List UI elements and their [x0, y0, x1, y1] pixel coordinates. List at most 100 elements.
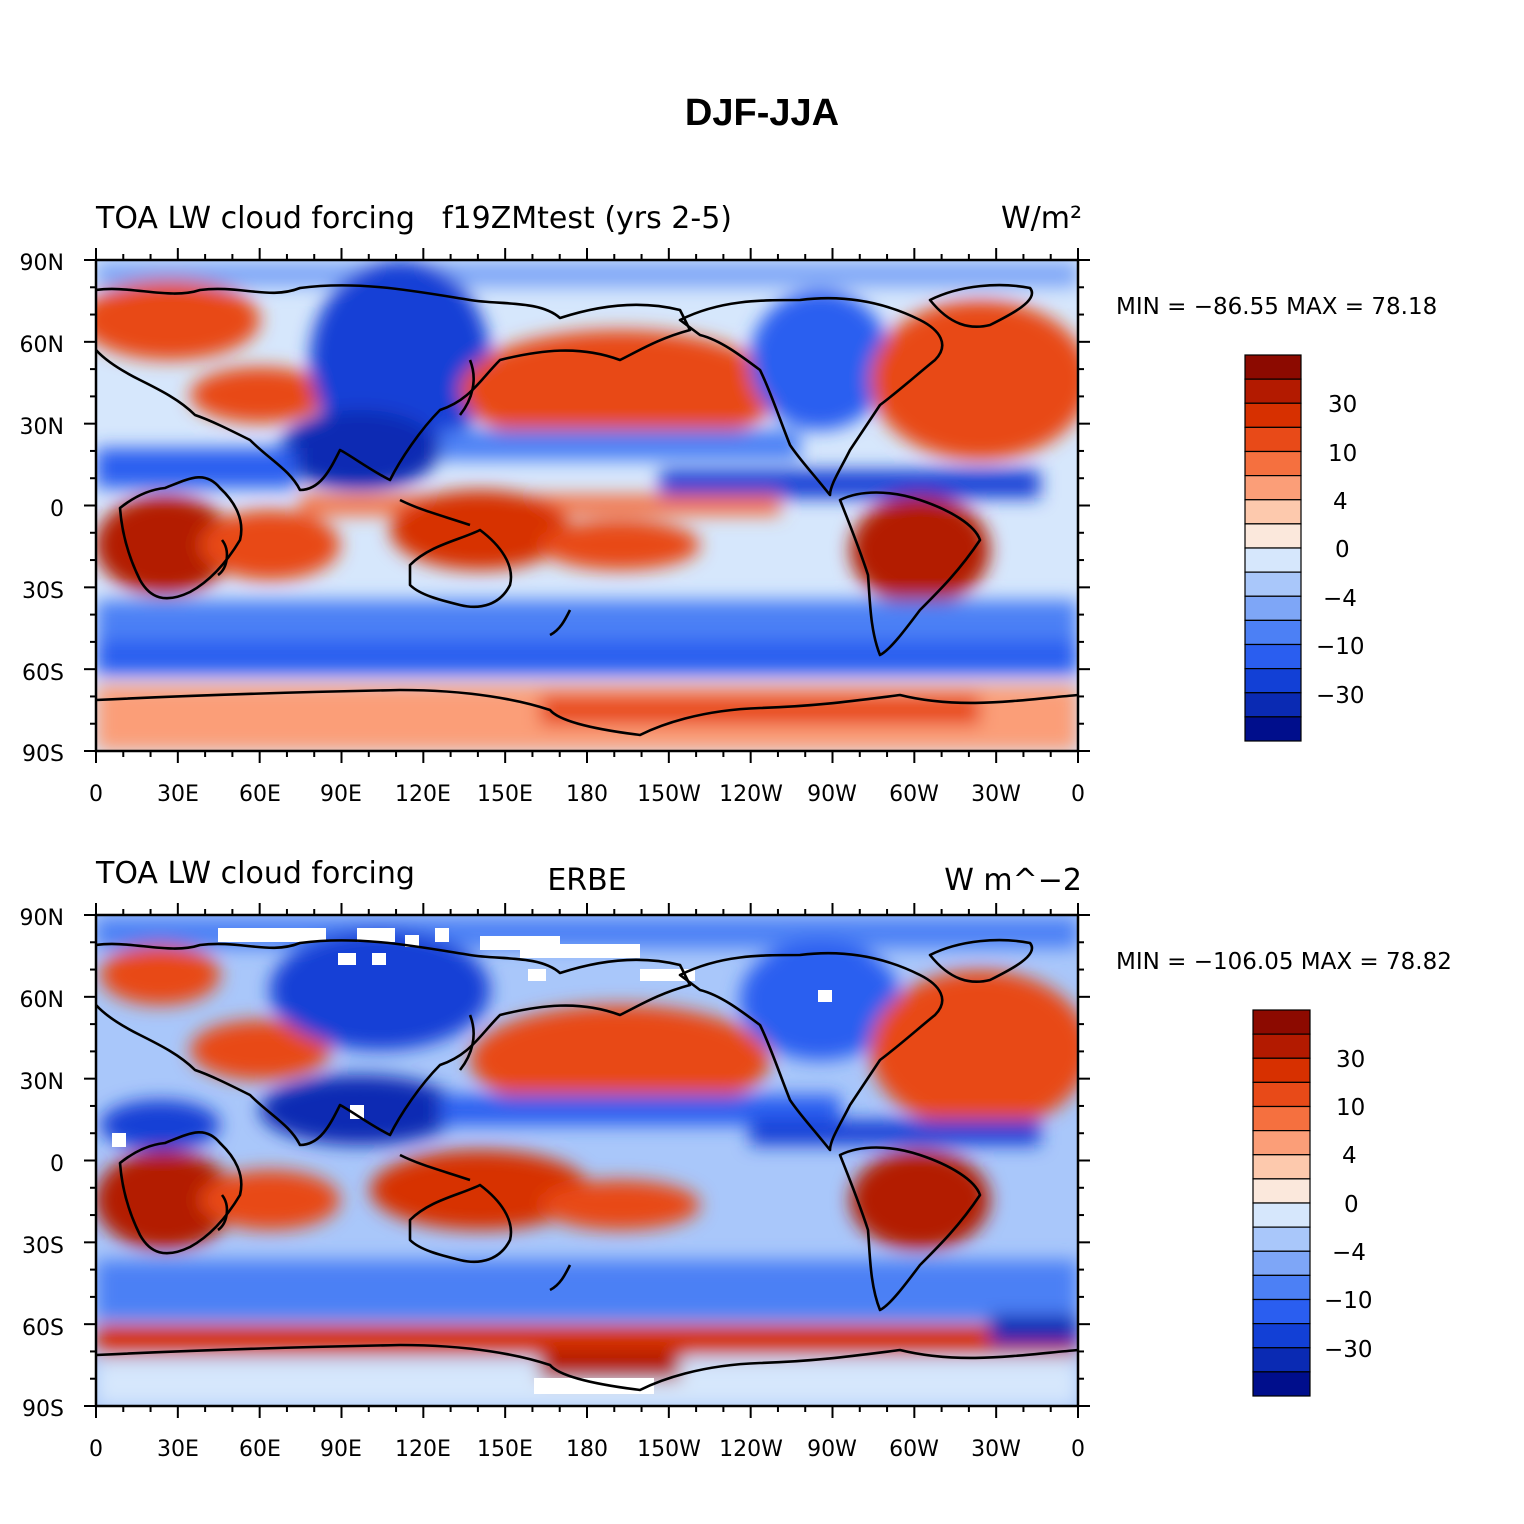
colorbar-swatch: [1244, 402, 1302, 428]
panel-obs-min-max: MIN = −106.05 MAX = 78.82: [1116, 949, 1452, 975]
colorbar-swatch: [1244, 547, 1302, 573]
colorbar-label: 0: [1335, 537, 1350, 563]
colorbar-swatch: [1252, 1033, 1311, 1059]
panel-obs-left-label: TOA LW cloud forcing: [95, 856, 415, 891]
colorbar-swatch: [1252, 1371, 1311, 1397]
colorbar-swatch: [1244, 571, 1302, 597]
lon-label: 90E: [320, 1437, 362, 1462]
field-spcz-red: [540, 1180, 700, 1230]
panel-model-min-max: MIN = −86.55 MAX = 78.18: [1116, 294, 1437, 320]
colorbar-label: −30: [1316, 683, 1365, 709]
colorbar-swatch: [1244, 595, 1302, 621]
colorbar-swatch: [1252, 1105, 1311, 1132]
field-samerica-red: [850, 1150, 990, 1250]
lat-label: 60S: [22, 661, 64, 686]
coast-nz: [549, 609, 572, 637]
lon-label: 30E: [157, 782, 199, 807]
colorbar-swatch: [1244, 354, 1302, 380]
field-indian-red: [200, 1170, 340, 1230]
colorbar-swatch: [1244, 475, 1302, 501]
panel-model-units: W/m²: [1001, 201, 1082, 236]
panel-model-colorbar-labels: 30 10 4 0 −4 −10 −30: [1316, 392, 1365, 709]
field-eq-blue-e: [660, 470, 1040, 498]
field-europe-red: [96, 280, 260, 360]
panel-obs-missing-data: [112, 928, 832, 1394]
lon-label: 60E: [239, 1437, 281, 1462]
panel-obs-lon-labels: 0 30E 60E 90E 120E 150E 180 150W 120W 90…: [89, 1437, 1085, 1462]
coast-samerica: [838, 491, 982, 657]
lon-label: 150E: [477, 782, 533, 807]
field-npacific-red: [470, 1005, 770, 1115]
coast-antarctica: [96, 688, 1078, 737]
field-mideast-red: [190, 367, 330, 423]
lon-label: 30W: [971, 782, 1021, 807]
panel-obs: TOA LW cloud forcing ERBE W m^−2: [20, 856, 1452, 1462]
coast-australia: [408, 1183, 513, 1264]
lat-label: 30S: [22, 1234, 64, 1259]
colorbar-swatch: [1252, 1057, 1311, 1083]
colorbar-swatch: [1252, 1178, 1311, 1204]
coast-namerica: [678, 951, 944, 1152]
field-npacific-red: [460, 330, 780, 450]
panel-obs-units: W m^−2: [944, 863, 1082, 898]
coast-europe-asia: [96, 939, 692, 1147]
coast-indonesia: [399, 498, 471, 527]
panel-model-coastlines: [96, 283, 1078, 737]
field-natlantic-red: [870, 300, 1078, 460]
panel-model-lon-labels: 0 30E 60E 90E 120E 150E 180 150W 120W 90…: [89, 782, 1085, 807]
colorbar-swatch: [1244, 499, 1302, 525]
missing-patch: [372, 953, 386, 965]
coast-antarctica: [96, 1343, 1078, 1392]
lat-label: 90N: [20, 906, 64, 931]
colorbar-swatch: [1244, 378, 1302, 404]
colorbar-swatch: [1252, 1081, 1311, 1108]
panel-obs-ticks: [84, 903, 1090, 1418]
field-npacific-blue: [440, 430, 800, 460]
coast-japan: [458, 1014, 475, 1071]
lat-label: 30N: [20, 1070, 64, 1095]
lon-label: 30E: [157, 1437, 199, 1462]
field-mideast-red: [190, 1020, 330, 1080]
coast-samerica: [838, 1146, 982, 1312]
field-south-blue: [96, 1260, 1078, 1320]
lon-label: 120W: [719, 1437, 783, 1462]
missing-patch: [640, 969, 695, 981]
lon-label: 180: [566, 1437, 608, 1462]
colorbar-swatch: [1244, 668, 1302, 694]
field-africa-red: [96, 1150, 235, 1250]
panel-obs-colorbar-labels: 30 10 4 0 −4 −10 −30: [1324, 1047, 1373, 1363]
field-indian-red: [200, 510, 340, 580]
colorbar-label: −10: [1324, 1288, 1373, 1314]
coast-greenland: [928, 938, 1034, 984]
lat-label: 60N: [20, 988, 64, 1013]
colorbar-swatch: [1252, 1347, 1311, 1373]
colorbar-swatch: [1244, 426, 1302, 453]
missing-patch: [112, 1133, 126, 1147]
colorbar-swatch: [1252, 1226, 1311, 1252]
colorbar-label: −30: [1324, 1337, 1373, 1363]
panel-model-map: [96, 260, 1078, 751]
coast-madagascar: [217, 539, 229, 577]
colorbar-swatch: [1252, 1274, 1311, 1301]
panel-model-center-label: f19ZMtest (yrs 2-5): [442, 201, 732, 236]
missing-patch: [520, 944, 640, 958]
field-weddell-blue: [990, 1315, 1078, 1345]
panel-obs-center-label: ERBE: [547, 863, 626, 898]
colorbar-swatch: [1244, 643, 1302, 670]
lat-label: 0: [50, 497, 64, 522]
colorbar-label: 30: [1328, 392, 1357, 418]
colorbar-swatch: [1244, 692, 1302, 718]
figure-title: DJF-JJA: [684, 92, 840, 134]
field-africa-red: [96, 495, 235, 595]
field-asia-blue: [270, 930, 490, 1050]
lon-label: 0: [1071, 782, 1085, 807]
panel-obs-colorbar: [1252, 1009, 1311, 1397]
lon-label: 150W: [637, 1437, 701, 1462]
coast-nz: [549, 1264, 572, 1292]
coast-namerica: [678, 296, 944, 497]
lon-label: 30W: [971, 1437, 1021, 1462]
lat-label: 60N: [20, 333, 64, 358]
missing-patch: [818, 990, 832, 1002]
field-india-blue: [280, 410, 440, 490]
field-namerica-blue: [750, 290, 890, 430]
